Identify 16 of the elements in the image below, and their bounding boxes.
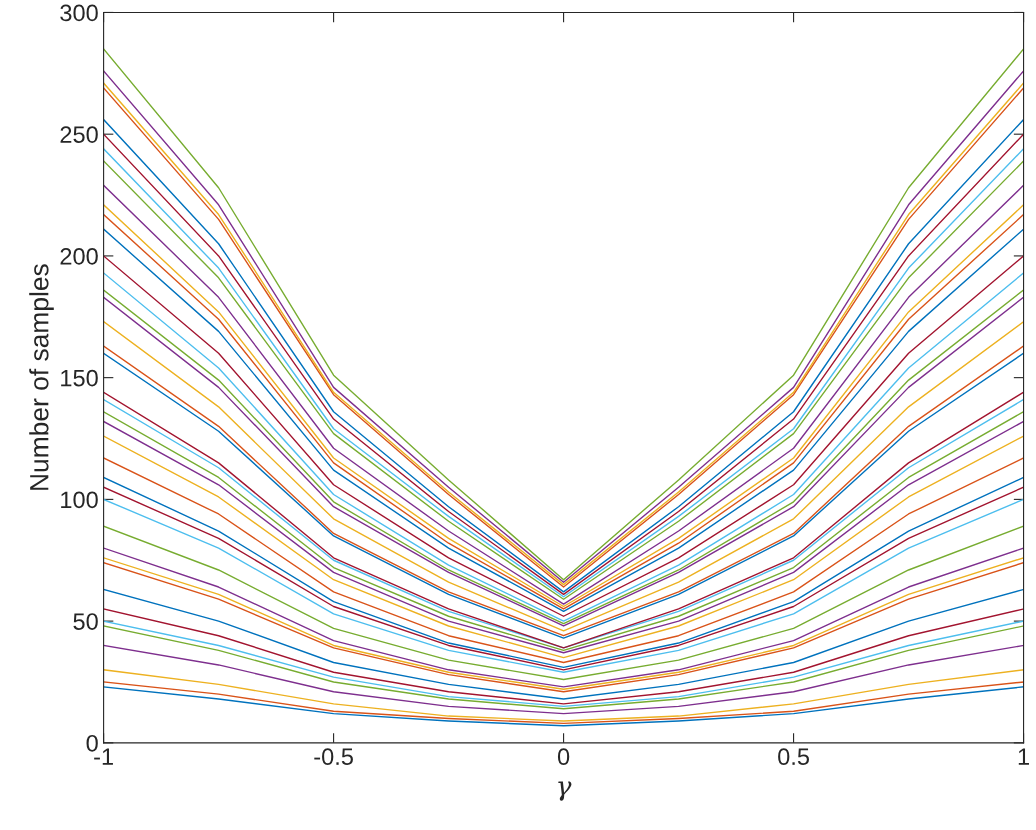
y-tick-label: 300 — [60, 4, 98, 22]
line-series — [103, 669, 1024, 722]
line-series — [103, 588, 1024, 700]
x-tick-label: 0.5 — [778, 748, 809, 766]
x-tick-label: 1 — [1018, 748, 1029, 765]
x-axis-title: γ — [558, 781, 572, 801]
y-axis-title: Number of samples — [29, 264, 54, 490]
x-tick-label: 0 — [557, 748, 570, 766]
y-tick-label: 50 — [73, 613, 98, 630]
y-tick-label: 100 — [61, 491, 98, 509]
y-tick-label: 250 — [60, 126, 98, 143]
y-tick-label: 200 — [60, 247, 98, 265]
x-tick-label: -0.5 — [314, 748, 353, 766]
line-series — [103, 644, 1024, 715]
y-tick-label: 150 — [61, 369, 98, 387]
line-series — [103, 525, 1024, 681]
